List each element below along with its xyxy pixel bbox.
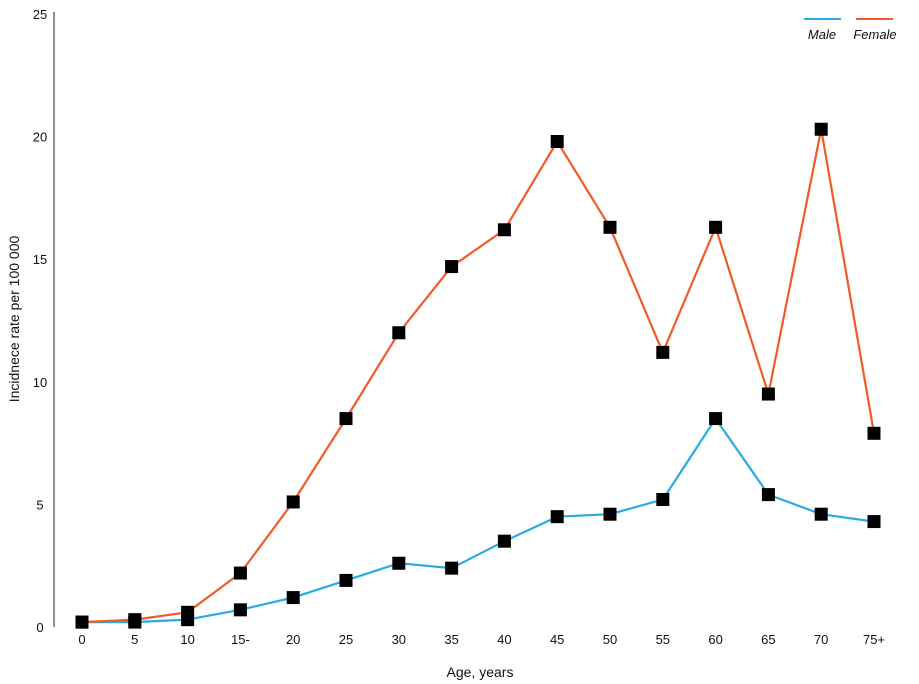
marker-male — [445, 561, 459, 575]
x-tick-label: 55 — [656, 632, 670, 647]
legend: Male Female — [804, 18, 897, 42]
x-tick-label: 35 — [444, 632, 458, 647]
marker-male — [656, 492, 670, 506]
marker-male — [603, 507, 617, 521]
marker-female — [709, 220, 723, 234]
y-tick-label: 15 — [33, 252, 47, 267]
marker-male — [286, 591, 300, 605]
legend-label-male: Male — [808, 27, 836, 42]
marker-female — [656, 345, 670, 359]
marker-female — [814, 122, 828, 136]
x-axis-title: Age, years — [447, 664, 514, 680]
y-tick-labels: 0 5 10 15 20 25 — [33, 7, 47, 635]
marker-male — [867, 515, 881, 529]
y-tick-label: 10 — [33, 375, 47, 390]
x-tick-labels: 0 5 10 15- 20 25 30 35 40 45 50 55 60 65 70 75+ — [78, 632, 885, 647]
x-tick-label: 65 — [761, 632, 775, 647]
marker-female — [75, 615, 89, 629]
x-tick-label: 75+ — [863, 632, 885, 647]
marker-male — [392, 556, 406, 570]
y-tick-label: 0 — [36, 620, 43, 635]
x-tick-label: 50 — [603, 632, 617, 647]
y-axis-title: Incidnece rate per 100 000 — [6, 236, 22, 403]
marker-male — [497, 534, 511, 548]
y-tick-label: 20 — [33, 130, 47, 145]
marker-male — [550, 510, 564, 524]
data-markers — [75, 122, 881, 629]
x-tick-label: 5 — [131, 632, 138, 647]
marker-female — [603, 220, 617, 234]
marker-female — [550, 135, 564, 149]
x-tick-label: 0 — [78, 632, 85, 647]
y-tick-label: 5 — [36, 497, 43, 512]
marker-male — [761, 488, 775, 502]
x-tick-label: 20 — [286, 632, 300, 647]
marker-male — [709, 412, 723, 426]
marker-female — [181, 605, 195, 619]
marker-male — [814, 507, 828, 521]
marker-female — [445, 260, 459, 274]
marker-female — [339, 412, 353, 426]
legend-label-female: Female — [853, 27, 896, 42]
marker-female — [128, 613, 142, 627]
x-tick-label: 25 — [339, 632, 353, 647]
marker-female — [233, 566, 247, 580]
marker-female — [392, 326, 406, 340]
y-tick-label: 25 — [33, 7, 47, 22]
x-tick-label: 70 — [814, 632, 828, 647]
series-line-male — [82, 417, 875, 624]
marker-male — [339, 573, 353, 587]
marker-female — [761, 387, 775, 401]
marker-female — [286, 495, 300, 509]
x-tick-label: 40 — [497, 632, 511, 647]
marker-female — [867, 426, 881, 440]
x-tick-label: 15- — [231, 632, 250, 647]
x-tick-label: 10 — [180, 632, 194, 647]
x-tick-label: 45 — [550, 632, 564, 647]
x-tick-label: 60 — [708, 632, 722, 647]
marker-female — [497, 223, 511, 237]
series-lines — [81, 128, 876, 624]
marker-male — [233, 603, 247, 617]
x-tick-label: 30 — [392, 632, 406, 647]
series-line-female — [81, 128, 876, 624]
